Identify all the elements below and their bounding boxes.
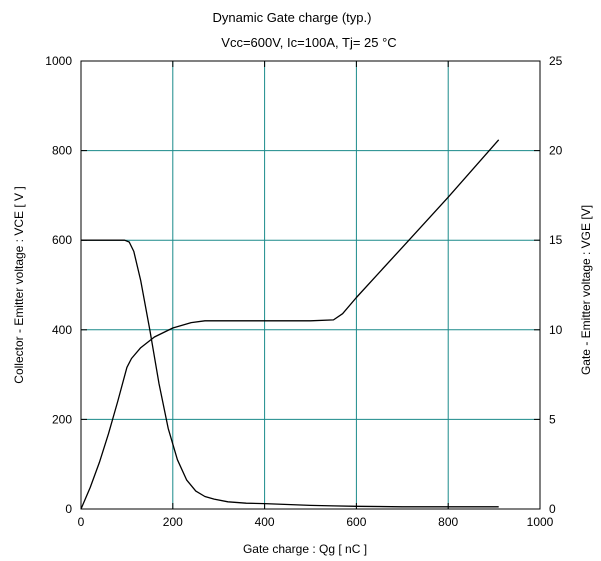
y-axis-label-left: Collector - Emitter voltage : VCE [ V ] [12, 186, 26, 383]
y-right-tick-label: 10 [549, 323, 563, 337]
ticks: 0 200 400 600 800 100002004006008001000051015… [45, 54, 562, 529]
x-tick-label: 1000 [527, 515, 554, 529]
y-right-tick-label: 20 [549, 144, 563, 158]
plot-frame [80, 60, 541, 510]
x-tick-label: 200 [163, 515, 183, 529]
y-left-tick-label: 600 [52, 233, 72, 247]
y-left-tick-label: 1000 [45, 54, 72, 68]
y-right-tick-label: 15 [549, 233, 563, 247]
x-tick-label: 0 [78, 515, 85, 529]
x-tick-label: 400 [255, 515, 275, 529]
y-left-tick-label: 200 [52, 412, 72, 426]
chart-title: Dynamic Gate charge (typ.) [213, 10, 372, 25]
series-line-vce [81, 239, 499, 508]
y-left-tick-label: 400 [52, 323, 72, 337]
x-tick-label: 800 [438, 515, 458, 529]
grid [81, 61, 540, 509]
y-axis-label-right: Gate - Emitter voltage : VGE [V] [579, 205, 593, 375]
x-axis-label: Gate charge : Qg [ nC ] [243, 542, 367, 556]
y-left-tick-label: 800 [52, 144, 72, 158]
y-left-tick-label: 0 [65, 502, 72, 516]
chart-subtitle: Vcc=600V, Ic=100A, Tj= 25 °C [221, 35, 396, 50]
y-right-tick-label: 0 [549, 502, 556, 516]
y-right-tick-label: 25 [549, 54, 563, 68]
series-line-vge [80, 139, 500, 510]
series-group [80, 139, 500, 510]
x-tick-label: 600 [346, 515, 366, 529]
y-right-tick-label: 5 [549, 412, 556, 426]
